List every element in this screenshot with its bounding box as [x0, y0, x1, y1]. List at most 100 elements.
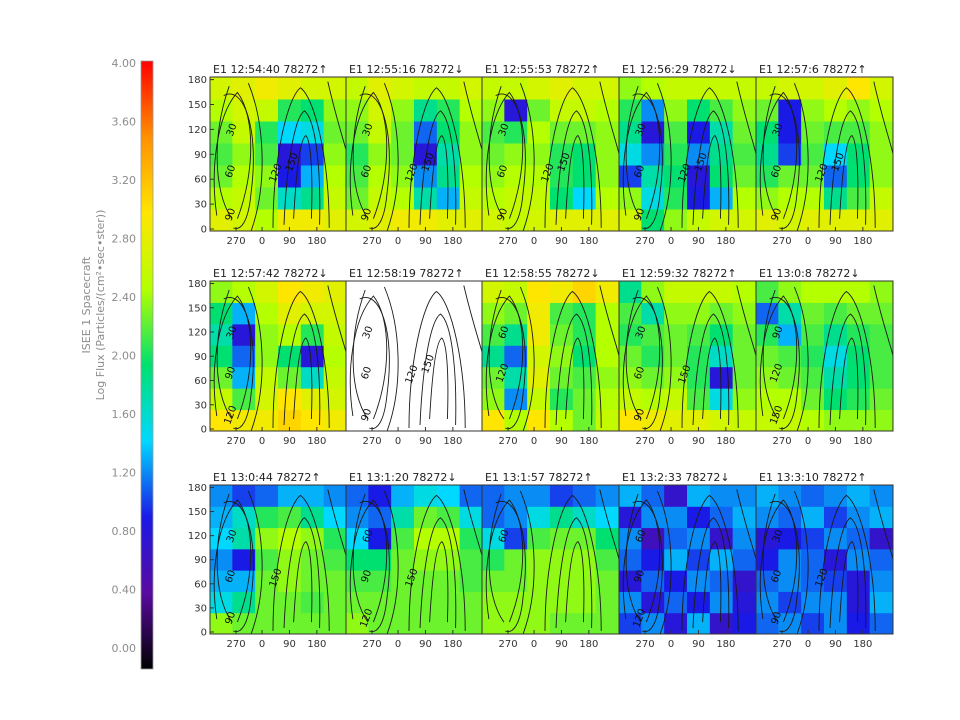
flux-cell	[300, 387, 325, 411]
contour-line	[223, 297, 254, 430]
contour-label: 60	[634, 528, 649, 544]
flux-cell	[346, 164, 370, 188]
flux-cell	[732, 569, 756, 592]
contour-label: 90	[770, 207, 785, 223]
flux-cell	[756, 120, 780, 144]
flux-cell	[824, 590, 848, 614]
flux-cell	[459, 505, 483, 529]
flux-cell	[709, 164, 734, 188]
contour-line	[352, 289, 369, 420]
contour-line	[599, 489, 619, 560]
flux-cell	[255, 409, 279, 431]
contour-line	[818, 87, 876, 228]
flux-cell	[300, 590, 325, 614]
flux-cell	[595, 142, 619, 166]
flux-cell	[869, 164, 893, 188]
contour-line	[349, 91, 388, 219]
flux-cell	[482, 612, 506, 634]
colorbar-tick-label: 2.80	[112, 233, 137, 246]
contour-line	[762, 289, 779, 420]
flux-cell	[436, 77, 461, 100]
contour-line	[692, 110, 730, 225]
x-tick-label: 0	[259, 639, 265, 650]
flux-cell	[595, 485, 619, 507]
contour-line	[839, 541, 859, 623]
flux-cell	[732, 77, 756, 100]
flux-cell	[550, 142, 574, 166]
y-tick-label: 180	[188, 75, 207, 86]
flux-field	[756, 281, 893, 431]
flux-cell	[709, 485, 734, 507]
flux-cell	[323, 208, 347, 231]
contour-line	[349, 499, 388, 623]
flux-cell	[778, 164, 803, 188]
flux-cell	[709, 344, 734, 368]
flux-cell	[459, 527, 483, 550]
contour-label: 30	[225, 122, 240, 138]
flux-cell	[756, 366, 780, 389]
flux-cell	[527, 590, 551, 614]
flux-cell	[482, 387, 506, 411]
flux-cell	[300, 77, 325, 100]
y-tick-label: 30	[194, 400, 207, 411]
flux-cell	[368, 548, 393, 571]
flux-cell	[572, 301, 597, 325]
flux-cell	[619, 527, 643, 550]
flux-cell	[619, 208, 643, 231]
x-tick-label: 180	[579, 639, 598, 650]
contour-line	[408, 87, 466, 228]
flux-cell	[869, 569, 893, 592]
flux-cell	[300, 164, 325, 188]
contour-line	[736, 81, 756, 155]
flux-cell	[687, 77, 711, 100]
flux-cell	[527, 505, 551, 529]
flux-cell	[824, 142, 848, 166]
contour-line	[495, 93, 526, 229]
flux-cell	[709, 612, 734, 634]
flux-cell	[619, 120, 643, 144]
flux-cell	[459, 98, 483, 122]
flux-cell	[527, 527, 551, 550]
flux-cell	[300, 98, 325, 122]
contour-line	[293, 337, 313, 420]
flux-cell	[414, 505, 438, 529]
flux-cell	[778, 612, 803, 634]
flux-cell	[732, 323, 756, 346]
y-tick-label: 60	[194, 579, 207, 590]
colorbar-title-line: ISEE 1 Spacecraft	[80, 256, 93, 354]
contour-line	[656, 83, 672, 231]
flux-cell	[210, 323, 234, 346]
flux-cell	[801, 77, 825, 100]
flux-cell	[482, 281, 506, 303]
contour-line	[216, 493, 233, 623]
contour-label: 90	[633, 407, 648, 423]
flux-cell	[527, 142, 551, 166]
flux-cell	[368, 142, 393, 166]
flux-cell	[595, 98, 619, 122]
flux-cell	[436, 186, 461, 210]
flux-cell	[869, 344, 893, 368]
contour-line	[555, 110, 593, 225]
flux-cell	[255, 77, 279, 100]
flux-cell	[595, 569, 619, 592]
flux-cell	[778, 505, 803, 529]
flux-cell	[550, 485, 574, 507]
flux-cell	[619, 186, 643, 210]
colorbar-tick-label: 2.40	[112, 291, 137, 304]
flux-cell	[527, 548, 551, 571]
flux-cell	[778, 301, 803, 325]
flux-cell	[732, 548, 756, 571]
flux-cell	[550, 366, 574, 389]
contour-line	[359, 297, 390, 430]
flux-cell	[459, 569, 483, 592]
flux-cell	[278, 344, 302, 368]
flux-cell	[664, 409, 688, 431]
flux-cell	[278, 142, 302, 166]
panel: 60 E1 13:1:57 78272↑ 270 0 90 180	[481, 471, 620, 650]
contour-line	[383, 490, 399, 634]
flux-cell	[255, 301, 279, 325]
flux-cell	[323, 344, 347, 368]
flux-cell	[323, 98, 347, 122]
flux-cell	[527, 485, 551, 507]
